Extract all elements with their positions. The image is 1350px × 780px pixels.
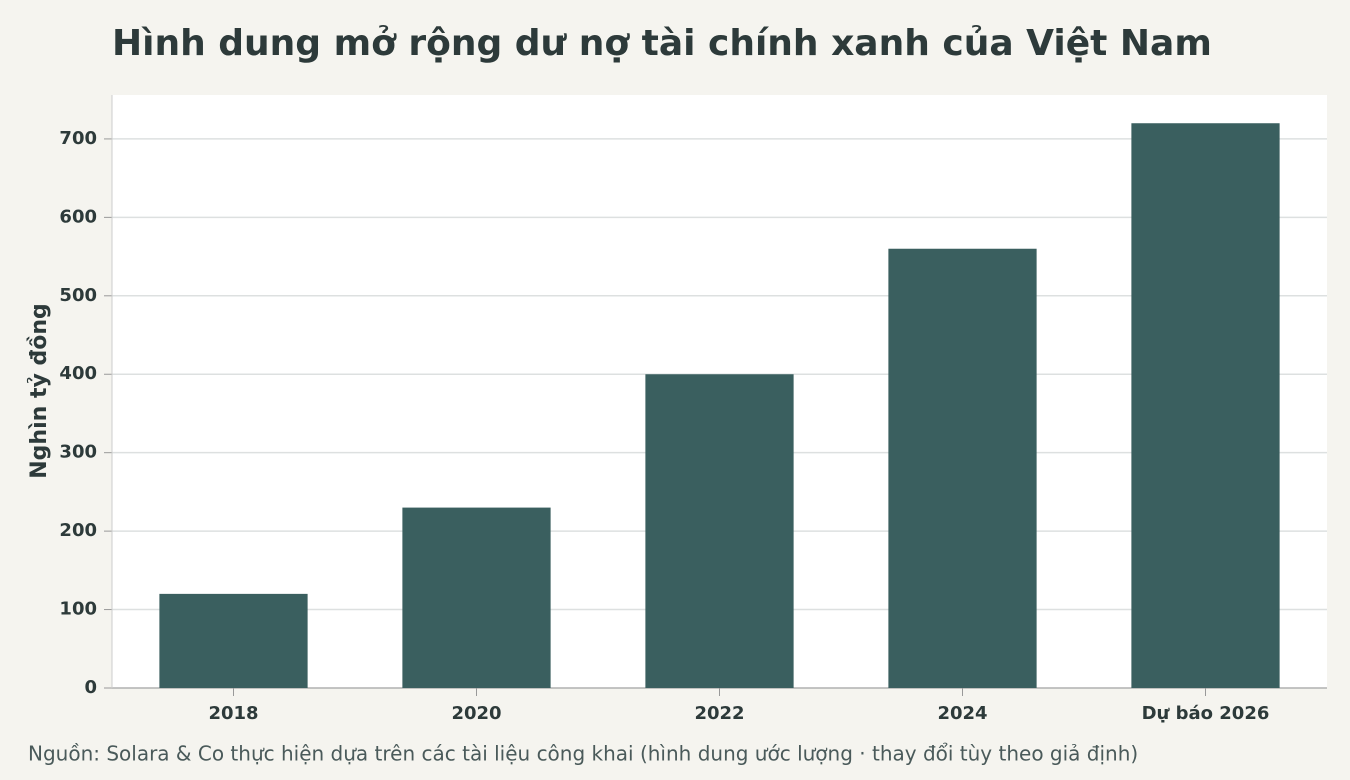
bar <box>645 374 794 688</box>
y-tick-label: 0 <box>84 677 97 698</box>
y-tick-label: 400 <box>59 363 97 384</box>
x-tick-label: 2022 <box>694 703 744 724</box>
bar <box>402 507 551 688</box>
y-tick-label: 300 <box>59 442 97 463</box>
x-tick-label: 2020 <box>451 703 501 724</box>
y-tick-label: 500 <box>59 285 97 306</box>
y-axis-label: Nghìn tỷ đồng <box>27 303 52 478</box>
x-tick-label: 2024 <box>937 703 987 724</box>
y-tick-label: 100 <box>59 599 97 620</box>
y-tick-label: 600 <box>59 206 97 227</box>
source-note: Nguồn: Solara & Co thực hiện dựa trên cá… <box>28 742 1138 766</box>
bar <box>1131 123 1280 688</box>
bar <box>888 248 1037 689</box>
bar <box>159 593 308 688</box>
x-tick-label: Dự báo 2026 <box>1142 703 1270 724</box>
y-tick-label: 200 <box>59 520 97 541</box>
x-tick-label: 2018 <box>208 703 258 724</box>
y-tick-label: 700 <box>59 128 97 149</box>
chart-title: Hình dung mở rộng dư nợ tài chính xanh c… <box>112 23 1212 64</box>
